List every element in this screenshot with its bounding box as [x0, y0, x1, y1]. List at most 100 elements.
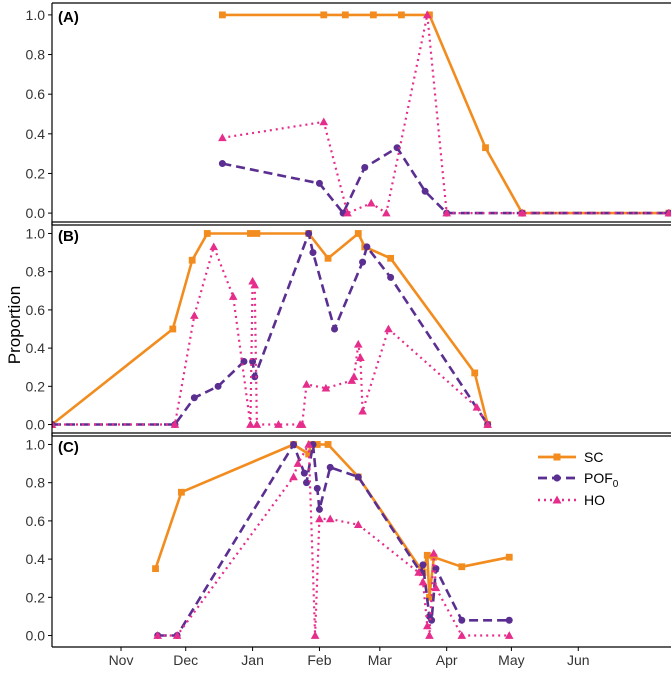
y-tick-label: 0.2 — [26, 589, 46, 605]
marker-pof0-12 — [387, 273, 395, 281]
marker-ho-4 — [382, 208, 391, 217]
marker-ho-8 — [252, 420, 262, 428]
y-tick-label: 1.0 — [26, 7, 46, 23]
marker-pof0-3 — [361, 164, 369, 172]
marker-ho-1 — [170, 420, 180, 428]
panels-layer: 0.0 0.2 0.4 0.6 0.8 1.0 (A) 0.0 0.2 0.4 0.6 0.8 1.0 (… — [26, 2, 671, 668]
marker-sc-7 — [324, 254, 332, 262]
marker-sc-0 — [152, 565, 159, 573]
panel-b: 0.0 0.2 0.4 0.6 0.8 1.0 (B) — [26, 221, 671, 437]
marker-pof0-16 — [505, 616, 513, 624]
y-tick-label: 0.0 — [26, 417, 46, 433]
legend-entry-sc: SC — [538, 449, 603, 465]
marker-pof0-8 — [326, 463, 334, 471]
panel-label: (B) — [58, 228, 79, 245]
marker-ho-15 — [349, 372, 359, 381]
marker-sc-0 — [218, 11, 226, 19]
series-line-sc — [222, 13, 669, 215]
marker-sc-4 — [398, 11, 405, 19]
marker-pof0-10 — [359, 258, 367, 266]
marker-ho-6 — [442, 208, 451, 217]
marker-pof0-11 — [419, 561, 427, 569]
marker-ho-5 — [422, 10, 432, 19]
marker-ho-18 — [358, 406, 367, 415]
marker-ho-8 — [353, 520, 363, 529]
marker-ho-0 — [52, 420, 57, 428]
marker-sc-9 — [423, 551, 431, 559]
series-line-pof0 — [222, 146, 669, 215]
marker-sc-3 — [203, 230, 211, 237]
x-tick-label: May — [498, 652, 524, 668]
y-tick-label: 1.0 — [26, 225, 46, 241]
marker-ho-3 — [366, 198, 376, 207]
legend-label-sc: SC — [584, 449, 603, 465]
marker-pof0-3 — [214, 382, 222, 390]
marker-pof0-8 — [309, 249, 317, 257]
marker-ho-9 — [414, 568, 423, 576]
x-tick-label: Feb — [307, 652, 331, 668]
y-tick-label: 0.8 — [26, 475, 46, 491]
y-tick-label: 0.0 — [26, 205, 46, 221]
legend-label-pof0: POF0 — [584, 470, 619, 490]
marker-sc-5 — [253, 230, 261, 237]
y-tick-label: 1.0 — [26, 436, 46, 452]
marker-ho-2 — [190, 311, 199, 319]
y-tick-label: 0.4 — [26, 340, 46, 356]
marker-sc-10 — [387, 254, 395, 262]
marker-ho-7 — [325, 514, 335, 523]
marker-ho-7 — [250, 280, 260, 289]
y-tick-label: 0.4 — [26, 551, 46, 567]
y-tick-label: 0.6 — [26, 513, 46, 529]
marker-ho-4 — [304, 440, 313, 448]
marker-ho-2 — [343, 208, 352, 217]
series-line-ho — [222, 13, 669, 215]
marker-ho-5 — [246, 420, 255, 428]
marker-ho-21 — [483, 420, 492, 428]
marker-pof0-6 — [313, 484, 321, 492]
series-layer — [152, 440, 514, 640]
legend-marker-pof0 — [553, 474, 561, 482]
marker-ho-3 — [293, 459, 303, 467]
marker-ho-8 — [664, 208, 671, 217]
marker-pof0-7 — [305, 229, 313, 237]
marker-ho-13 — [321, 383, 331, 392]
series-line-ho — [157, 443, 510, 637]
legend-marker-sc — [553, 453, 561, 461]
marker-pof0-4 — [393, 144, 401, 152]
marker-ho-15 — [457, 631, 467, 639]
legend-entry-pof0: POF0 — [538, 470, 619, 490]
panel-a: 0.0 0.2 0.4 0.6 0.8 1.0 (A) — [26, 2, 671, 226]
marker-pof0-13 — [428, 616, 436, 624]
panel-c: 0.0 0.2 0.4 0.6 0.8 1.0 (C) — [26, 432, 671, 648]
marker-ho-13 — [429, 548, 439, 557]
x-tick-label: Nov — [109, 652, 134, 668]
marker-sc-6 — [482, 144, 489, 152]
marker-pof0-6 — [251, 373, 259, 381]
marker-ho-4 — [228, 292, 238, 300]
y-tick-label: 0.8 — [26, 264, 46, 280]
marker-pof0-4 — [240, 357, 248, 365]
marker-sc-6 — [324, 441, 332, 448]
marker-ho-12 — [425, 631, 434, 639]
marker-pof0-4 — [303, 479, 311, 487]
series-line-sc — [52, 232, 489, 426]
marker-sc-3 — [369, 11, 377, 19]
marker-pof0-5 — [421, 187, 429, 195]
marker-ho-5 — [310, 631, 320, 639]
marker-pof0-15 — [458, 616, 466, 624]
legend-entry-ho: HO — [538, 492, 605, 508]
legend-marker-ho — [552, 495, 562, 504]
marker-sc-8 — [354, 230, 362, 237]
marker-sc-2 — [341, 11, 349, 19]
y-tick-label: 0.6 — [26, 302, 46, 318]
marker-ho-16 — [504, 631, 514, 639]
marker-ho-10 — [418, 577, 428, 586]
legend-label-pof0-sub: 0 — [613, 479, 619, 490]
y-tick-label: 0.2 — [26, 165, 46, 181]
x-tick-label: Dec — [173, 652, 198, 668]
marker-sc-4 — [247, 230, 254, 237]
marker-ho-0 — [218, 133, 227, 142]
marker-pof0-7 — [315, 505, 323, 513]
marker-ho-1 — [319, 117, 329, 126]
